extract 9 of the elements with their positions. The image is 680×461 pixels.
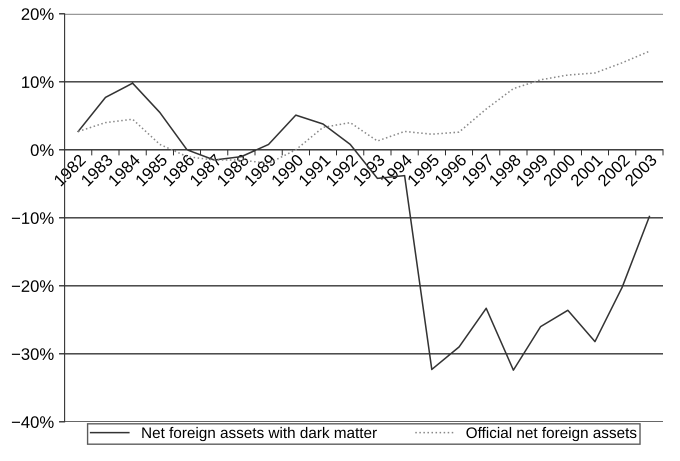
legend-label: Official net foreign assets: [466, 426, 636, 442]
y-tick-label: −30%: [12, 348, 54, 360]
y-tick-label: −40%: [12, 416, 54, 428]
y-tick-label: 10%: [22, 76, 54, 88]
y-tick-label: 0%: [30, 144, 54, 156]
y-tick-label: −20%: [12, 280, 54, 292]
y-tick-label: 20%: [22, 8, 54, 20]
legend-label: Net foreign assets with dark matter: [142, 426, 377, 442]
y-tick-label: −10%: [12, 212, 54, 224]
